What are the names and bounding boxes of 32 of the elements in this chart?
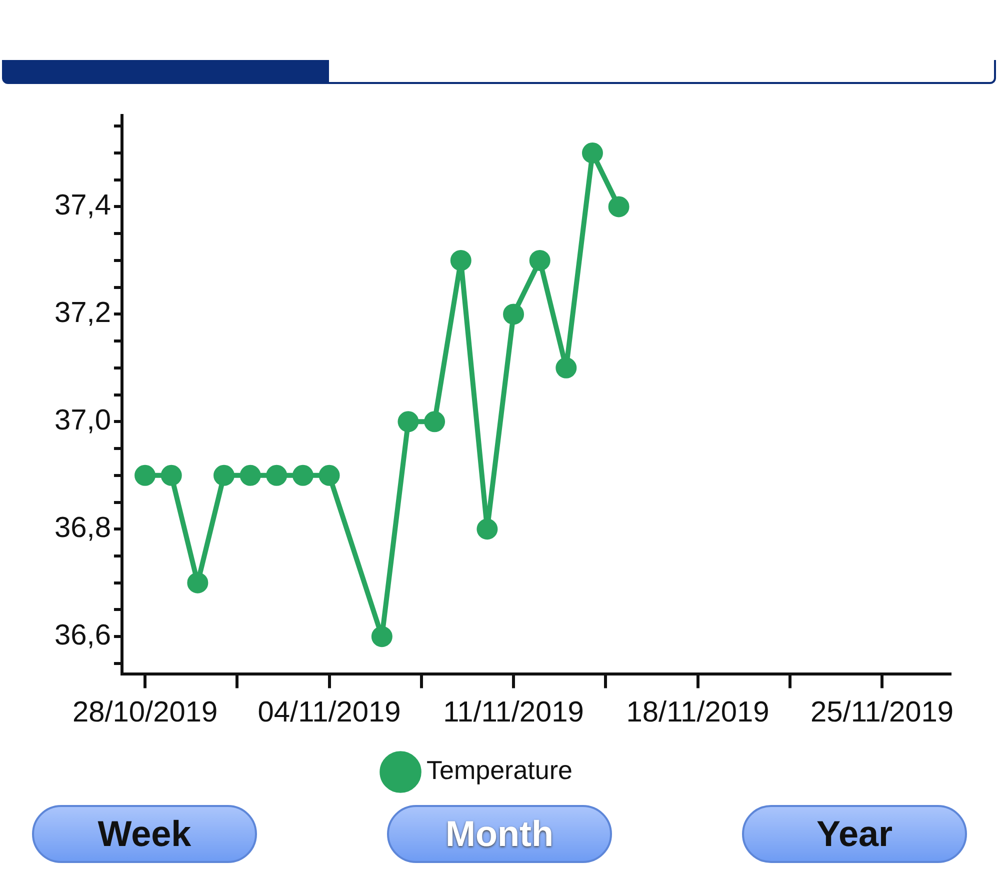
text: Year	[742, 805, 967, 863]
point	[608, 196, 630, 218]
point	[424, 411, 446, 432]
point	[160, 464, 182, 486]
point	[318, 464, 340, 486]
x-tick-label: 18/11/2019	[626, 696, 770, 729]
point	[213, 464, 234, 486]
point	[556, 357, 577, 378]
point	[582, 142, 603, 164]
y-tick-label: 36,8	[54, 512, 111, 544]
point	[529, 250, 550, 271]
point	[371, 626, 392, 648]
x-tick-label: 04/11/2019	[258, 696, 401, 729]
point	[292, 464, 314, 486]
point	[187, 572, 208, 594]
x-tick-label: 28/10/2019	[72, 696, 218, 729]
y-tick-label: 37,2	[54, 297, 111, 330]
y-tick-label: 36,6	[54, 620, 111, 652]
text: Week	[32, 805, 257, 863]
x-tick-label: 11/11/2019	[443, 696, 584, 729]
text: Month	[387, 805, 612, 863]
point	[398, 411, 419, 432]
point	[450, 250, 472, 271]
point	[266, 464, 288, 486]
y-tick-label: 37,4	[54, 190, 111, 222]
y-tick-label: 37,0	[54, 404, 111, 437]
legend-label: Temperature	[426, 755, 572, 786]
point	[503, 304, 524, 325]
point	[476, 518, 498, 540]
x-tick-label: 25/11/2019	[810, 696, 954, 729]
point	[240, 464, 261, 486]
point	[134, 464, 156, 486]
